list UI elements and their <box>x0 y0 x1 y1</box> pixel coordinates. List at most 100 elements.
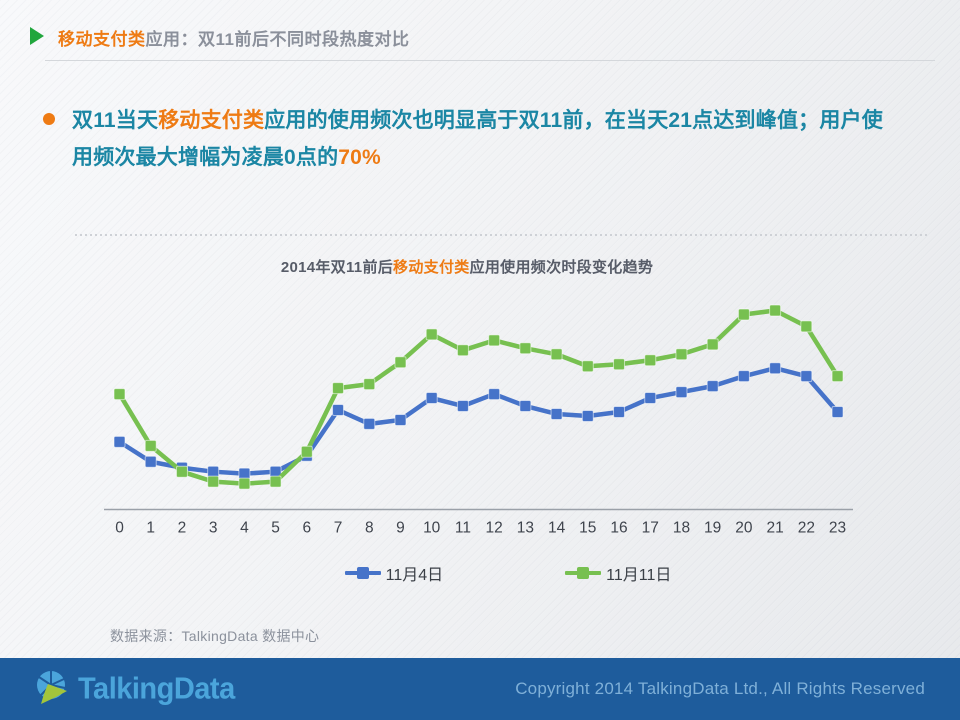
data-point-marker <box>769 304 782 317</box>
data-point-marker <box>800 320 813 333</box>
data-point-marker <box>332 382 345 395</box>
header-title-rest: 应用：双11前后不同时段热度对比 <box>145 30 410 49</box>
data-point-marker <box>550 348 563 361</box>
data-point-marker <box>613 405 626 418</box>
x-tick-label: 18 <box>673 520 690 537</box>
legend-swatch-green <box>565 567 602 579</box>
x-tick-label: 6 <box>303 520 312 537</box>
chart-title-segment: 应用使用频次时段变化趋势 <box>469 259 654 276</box>
x-tick-label: 7 <box>334 520 343 537</box>
chart-title-segment: 移动支付类 <box>393 259 470 276</box>
data-point-marker <box>394 356 407 369</box>
talkingdata-logo: TalkingData <box>32 668 235 710</box>
bullet-segment: 用频次最大增幅为凌晨0点的 <box>72 146 339 169</box>
data-point-marker <box>644 354 657 367</box>
data-point-marker <box>238 477 251 490</box>
logo-pie-icon <box>37 671 67 704</box>
data-point-marker <box>831 370 844 383</box>
footer-bar: TalkingData Copyright 2014 TalkingData L… <box>0 658 960 720</box>
data-point-marker <box>175 465 188 478</box>
data-point-marker <box>207 475 220 488</box>
chart-title-segment: 2014年双11前后 <box>280 259 394 276</box>
data-point-marker <box>737 308 750 321</box>
series-line-1 <box>117 308 840 486</box>
x-tick-label: 10 <box>423 520 441 537</box>
bullet-segment: 双11当天 <box>72 109 159 132</box>
x-tick-label: 0 <box>115 520 124 537</box>
x-tick-label: 21 <box>766 520 783 537</box>
data-point-marker <box>644 392 657 405</box>
x-tick-label: 19 <box>704 520 721 537</box>
x-tick-label: 12 <box>486 520 503 537</box>
data-point-marker <box>706 338 719 351</box>
legend-label: 11月11日 <box>606 567 672 584</box>
data-point-marker <box>581 360 594 373</box>
bullet-segment: 移动支付类 <box>158 109 265 132</box>
x-tick-label: 13 <box>517 520 534 537</box>
data-point-marker <box>144 439 157 452</box>
x-tick-label: 22 <box>798 520 815 537</box>
bullet-line-1: 双11当天移动支付类应用的使用频次也明显高于双11前，在当天21点达到峰值；用户… <box>72 102 922 139</box>
chart-legend: 11月4日 11月11日 <box>56 561 960 585</box>
data-point-marker <box>488 388 501 401</box>
data-point-marker <box>425 328 438 341</box>
x-tick-label: 4 <box>240 520 249 537</box>
dotted-divider <box>75 234 930 236</box>
data-point-marker <box>675 348 688 361</box>
data-point-marker <box>488 334 501 347</box>
data-point-marker <box>675 386 688 399</box>
bullet-point-icon <box>43 113 55 125</box>
trend-chart: 0 1 2 3 4 5 6 7 8 9 10 11 12 13 14 15 16 17 18 19 20 21 22 23 <box>104 304 853 537</box>
x-tick-label: 9 <box>396 520 405 537</box>
x-tick-label: 14 <box>548 520 566 537</box>
data-point-marker <box>706 380 719 393</box>
x-tick-label: 3 <box>209 520 218 537</box>
legend-label: 11月4日 <box>385 567 444 584</box>
x-tick-label: 11 <box>455 520 471 537</box>
data-point-marker <box>831 405 844 418</box>
bullet-segment: 70% <box>338 146 381 169</box>
logo-wordmark: TalkingData <box>78 671 235 706</box>
data-point-marker <box>456 400 469 413</box>
x-tick-label: 17 <box>642 520 659 537</box>
data-point-marker <box>425 392 438 405</box>
header-title-highlight: 移动支付类 <box>58 30 146 49</box>
data-point-marker <box>113 388 126 401</box>
data-point-marker <box>300 445 313 458</box>
x-tick-label: 8 <box>365 520 374 537</box>
x-tick-label: 5 <box>271 520 280 537</box>
data-point-marker <box>394 413 407 426</box>
data-point-marker <box>269 475 282 488</box>
bullet-text: 双11当天移动支付类应用的使用频次也明显高于双11前，在当天21点达到峰值；用户… <box>72 102 922 176</box>
data-point-marker <box>800 370 813 383</box>
data-point-marker <box>769 362 782 375</box>
x-tick-label: 15 <box>579 520 596 537</box>
data-point-marker <box>519 342 532 355</box>
data-source-note: 数据来源：TalkingData 数据中心 <box>110 628 320 644</box>
data-point-marker <box>363 378 376 391</box>
data-point-marker <box>238 467 251 480</box>
data-point-marker <box>550 407 563 420</box>
x-tick-label: 20 <box>735 520 753 537</box>
data-point-marker <box>363 417 376 430</box>
chart-title: 2014年双11前后移动支付类应用使用频次时段变化趋势 <box>0 256 934 277</box>
data-point-marker <box>737 370 750 383</box>
data-point-marker <box>144 455 157 468</box>
header-divider <box>45 60 935 61</box>
bullet-line-2: 用频次最大增幅为凌晨0点的70% <box>72 139 922 176</box>
legend-item-nov4: 11月4日 <box>344 561 444 585</box>
x-tick-label: 23 <box>829 520 846 537</box>
data-point-marker <box>581 409 594 422</box>
data-point-marker <box>332 404 345 416</box>
x-tick-label: 2 <box>178 520 187 537</box>
data-point-marker <box>456 344 469 357</box>
data-point-marker <box>113 435 126 448</box>
data-point-marker <box>613 358 626 371</box>
data-point-marker <box>519 400 532 413</box>
legend-swatch-blue <box>344 567 381 579</box>
header-arrow-icon <box>30 27 44 45</box>
data-point-marker <box>207 465 220 478</box>
x-tick-label: 1 <box>146 520 155 537</box>
legend-square-icon <box>356 567 369 579</box>
